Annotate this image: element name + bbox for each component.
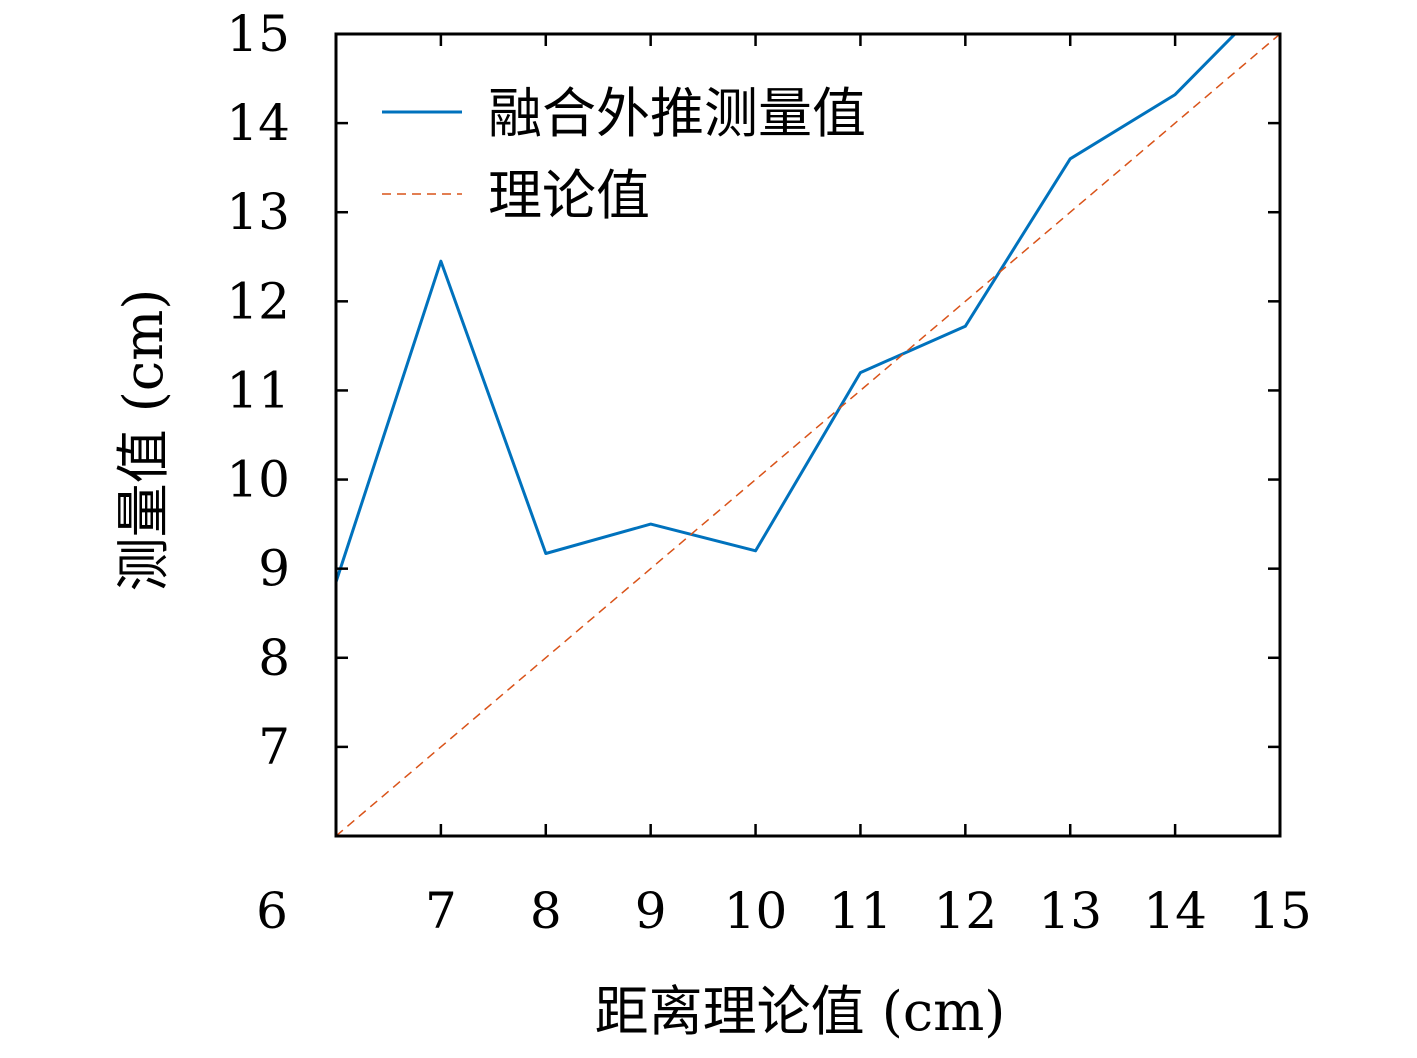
series-line-1 [336,34,1280,836]
x-tick-label-7: 7 [425,882,457,940]
series-layer [336,34,1280,836]
y-tick-label-11: 11 [226,361,290,419]
x-tick-label-9: 9 [635,882,667,940]
x-tick-label-13: 13 [1038,882,1102,940]
y-tick-label-13: 13 [226,183,290,241]
axes-frame [334,32,1282,838]
x-tick-label-10: 10 [724,882,788,940]
x-tick-label-11: 11 [829,882,893,940]
y-tick-label-8: 8 [258,629,290,687]
axes-layer: 6 7 8 9 10 11 12 13 14 15 7 8 9 10 11 12 13 14 15 [226,5,1311,940]
x-tick-label-12: 12 [934,882,998,940]
y-tick-label-12: 12 [226,272,290,330]
legend-label-1: 理论值 [488,164,650,227]
y-tick-label-10: 10 [226,451,290,509]
x-tick-label-15: 15 [1248,882,1312,940]
x-tick-label-14: 14 [1143,882,1207,940]
y-tick-label-7: 7 [258,718,290,776]
y-tick-label-15: 15 [226,5,290,63]
legend-label-0: 融合外推测量值 [488,82,866,145]
x-tick-label-8: 8 [530,882,562,940]
y-tick-label-14: 14 [226,94,290,152]
y-axis-title: 测量值 (cm) [112,289,175,592]
series-line-0 [336,34,1236,583]
x-axis-title: 距离理论值 (cm) [595,980,1006,1043]
x-tick-label-6: 6 [256,882,288,940]
y-tick-label-9: 9 [258,540,290,598]
